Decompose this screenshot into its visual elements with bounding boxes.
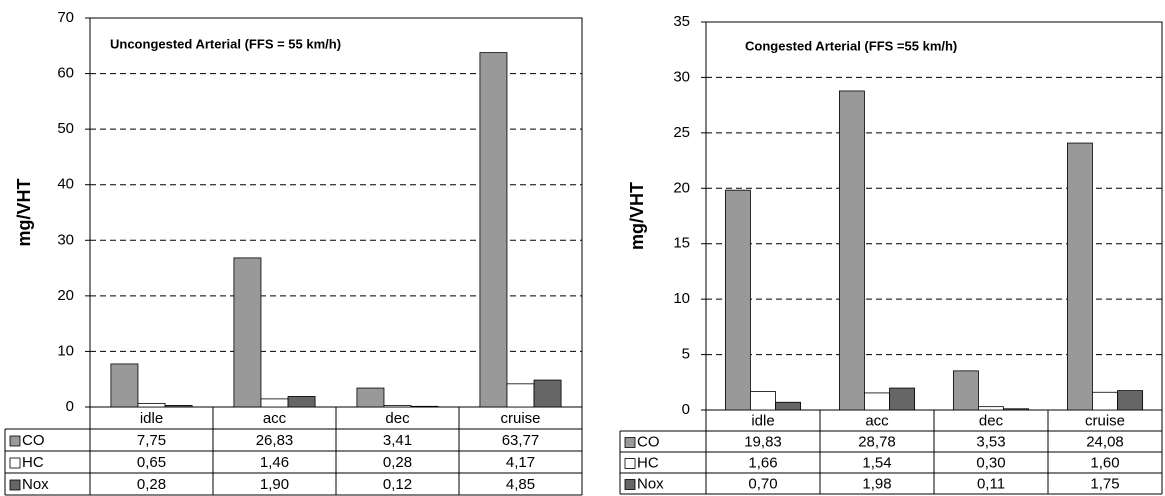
category-label: acc [865, 412, 889, 429]
y-axis-label: mg/VHT [627, 182, 647, 250]
legend-label: Nox [637, 475, 664, 492]
bar [383, 405, 412, 408]
bar [479, 52, 508, 408]
value-label: 3,41 [383, 432, 412, 449]
value-label: 0,12 [383, 476, 412, 493]
value-label: 1,75 [1090, 475, 1119, 492]
y-tick-label: 0 [66, 398, 74, 415]
value-label: 0,70 [748, 475, 777, 492]
legend-label: HC [22, 454, 44, 471]
bar [978, 406, 1004, 411]
plot-area [705, 21, 1163, 411]
y-tick-label: 20 [673, 179, 690, 196]
bar [233, 257, 262, 408]
bar [750, 391, 776, 411]
legend-label: CO [637, 433, 660, 450]
bar [864, 392, 890, 411]
value-label: 28,78 [858, 433, 896, 450]
value-label: 7,75 [137, 432, 166, 449]
chart-title: Uncongested Arterial (FFS = 55 km/h) [110, 36, 341, 51]
y-tick-label: 70 [57, 9, 74, 26]
bar [724, 189, 751, 411]
bar [1117, 390, 1144, 411]
bar [260, 398, 289, 408]
legend-swatch [624, 458, 636, 469]
y-tick-label: 20 [57, 287, 74, 304]
bar [410, 405, 439, 408]
value-label: 24,08 [1086, 433, 1124, 450]
legend-label: CO [22, 432, 45, 449]
bar [506, 383, 535, 408]
bar [164, 405, 193, 408]
legend-swatch [9, 457, 21, 469]
y-tick-label: 60 [57, 65, 74, 82]
y-tick-label: 35 [673, 13, 690, 30]
value-label: 1,46 [260, 454, 289, 471]
plot-area [89, 17, 583, 408]
legend-swatch [9, 435, 21, 447]
value-label: 0,30 [976, 454, 1005, 471]
legend-label: Nox [22, 476, 49, 493]
bar [952, 370, 979, 411]
value-label: 1,90 [260, 476, 289, 493]
category-label: dec [979, 412, 1004, 429]
value-label: 0,11 [977, 475, 1005, 492]
y-tick-label: 25 [673, 124, 690, 141]
y-tick-label: 15 [673, 235, 690, 252]
y-tick-label: 10 [57, 342, 74, 359]
bar [110, 363, 139, 408]
value-label: 1,66 [748, 454, 777, 471]
y-tick-label: 40 [57, 176, 74, 193]
bar [137, 402, 166, 408]
value-label: 63,77 [502, 432, 540, 449]
bar [1092, 391, 1118, 411]
y-tick-label: 50 [57, 120, 74, 137]
y-tick-label: 10 [673, 290, 690, 307]
category-label: idle [140, 410, 163, 427]
bar [775, 401, 802, 411]
category-label: acc [263, 410, 287, 427]
value-label: 0,28 [383, 454, 412, 471]
bar [1003, 408, 1030, 411]
category-label: idle [751, 412, 774, 429]
bar [533, 379, 562, 408]
value-label: 1,60 [1090, 454, 1119, 471]
y-tick-label: 30 [673, 68, 690, 85]
y-tick-label: 30 [57, 231, 74, 248]
category-label: cruise [1085, 412, 1125, 429]
legend-swatch [624, 437, 636, 448]
y-tick-label: 5 [682, 346, 690, 363]
chart-title: Congested Arterial (FFS =55 km/h) [745, 38, 957, 53]
value-label: 4,85 [506, 476, 535, 493]
value-label: 3,53 [976, 433, 1005, 450]
bar [287, 396, 316, 408]
legend-swatch [624, 479, 636, 490]
value-label: 0,65 [137, 454, 166, 471]
bar [889, 387, 916, 411]
value-label: 1,54 [862, 454, 891, 471]
category-label: cruise [500, 410, 540, 427]
bar [356, 387, 385, 408]
bar [1066, 142, 1093, 411]
value-label: 1,98 [862, 475, 891, 492]
value-label: 19,83 [744, 433, 782, 450]
value-label: 26,83 [256, 432, 294, 449]
legend-label: HC [637, 454, 659, 471]
y-tick-label: 0 [682, 401, 690, 418]
y-axis-label: mg/VHT [14, 178, 34, 246]
category-label: dec [385, 410, 410, 427]
legend-swatch [9, 479, 21, 491]
value-label: 4,17 [506, 454, 535, 471]
value-label: 0,28 [137, 476, 166, 493]
bar [838, 90, 865, 411]
